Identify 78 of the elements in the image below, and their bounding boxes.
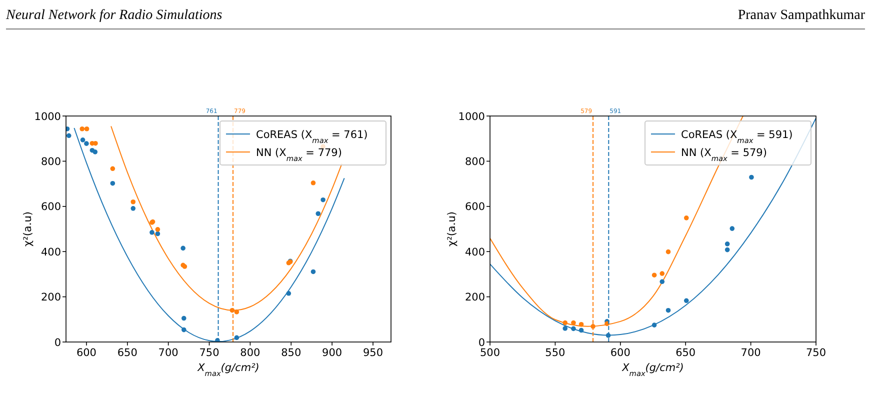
- point: [578, 328, 584, 333]
- point: [684, 216, 689, 220]
- point: [724, 247, 730, 252]
- x-tick-label: 550: [545, 347, 566, 359]
- point: [93, 140, 98, 146]
- x-tick-label: 900: [322, 347, 342, 359]
- point: [320, 197, 326, 202]
- y-tick-label: 0: [478, 336, 485, 349]
- point: [286, 291, 292, 296]
- point: [110, 166, 116, 172]
- point: [660, 271, 665, 276]
- y-tick-label: 800: [464, 156, 485, 168]
- point: [724, 242, 730, 246]
- point: [571, 326, 576, 332]
- point: [66, 133, 72, 138]
- point: [84, 126, 90, 132]
- point: [666, 249, 671, 254]
- legend-label: NN (X$_{max}$ = 579): [681, 147, 767, 162]
- legend-label: CoREAS (X$_{max}$ = 761): [256, 129, 368, 144]
- point: [316, 211, 321, 216]
- point: [660, 279, 665, 284]
- x-tick-label: 950: [362, 347, 384, 359]
- y-tick-label: 1000: [34, 110, 61, 123]
- point: [234, 310, 240, 314]
- y-tick-label: 1000: [458, 110, 485, 123]
- y-tick-label: 400: [40, 246, 61, 258]
- text: Neural Network for Radio Simulations: [5, 8, 223, 23]
- point: [130, 199, 136, 204]
- point: [578, 322, 584, 327]
- x-tick-label: 650: [117, 347, 138, 359]
- x-axis-title: X$_{max}$(g/cm²): [621, 362, 684, 378]
- y-tick-label: 0: [54, 336, 61, 349]
- y-tick-label: 600: [40, 201, 61, 214]
- point: [181, 316, 186, 321]
- y-tick-label: 200: [464, 292, 485, 304]
- point: [684, 298, 689, 304]
- point: [730, 226, 735, 231]
- x-axis-title: X$_{max}$(g/cm²): [196, 362, 260, 378]
- x-tick-label: 500: [480, 347, 500, 359]
- point: [652, 272, 657, 278]
- y-axis-title: χ²(a.u): [446, 212, 458, 246]
- y-tick-label: 600: [464, 201, 485, 214]
- point: [92, 150, 98, 154]
- point: [652, 322, 657, 328]
- x-tick-label: 600: [76, 347, 96, 359]
- x-tick-label: 700: [740, 347, 761, 359]
- point: [150, 230, 154, 235]
- point: [310, 180, 316, 186]
- x-tick-label: 700: [158, 347, 178, 359]
- point: [80, 126, 85, 132]
- point: [571, 320, 576, 326]
- point: [130, 206, 136, 211]
- y-tick-label: 200: [40, 292, 61, 304]
- point: [180, 246, 186, 251]
- x-tick-label: 650: [676, 347, 696, 359]
- point: [310, 269, 316, 274]
- point: [562, 320, 568, 326]
- x-tick-label: 600: [610, 347, 630, 359]
- x-tick-label: 750: [806, 347, 826, 359]
- y-tick-label: 800: [40, 156, 61, 168]
- point: [155, 227, 160, 232]
- point: [749, 174, 754, 180]
- point: [181, 327, 186, 332]
- legend-label: CoREAS (X$_{max}$ = 591): [681, 129, 793, 144]
- x-tick-label: 800: [240, 347, 260, 359]
- point: [110, 180, 116, 186]
- y-axis-title: χ²(a.u): [22, 212, 34, 246]
- point: [155, 231, 160, 236]
- point: [666, 308, 671, 313]
- point: [562, 326, 568, 331]
- text: Pranav Sampathkumar: [738, 8, 866, 23]
- x-tick-label: 750: [199, 347, 220, 359]
- legend-label: NN (X$_{max}$ = 779): [256, 147, 342, 162]
- y-tick-label: 400: [464, 246, 485, 258]
- point: [84, 141, 89, 146]
- point: [234, 335, 240, 340]
- point: [80, 138, 86, 142]
- x-tick-label: 850: [281, 347, 302, 359]
